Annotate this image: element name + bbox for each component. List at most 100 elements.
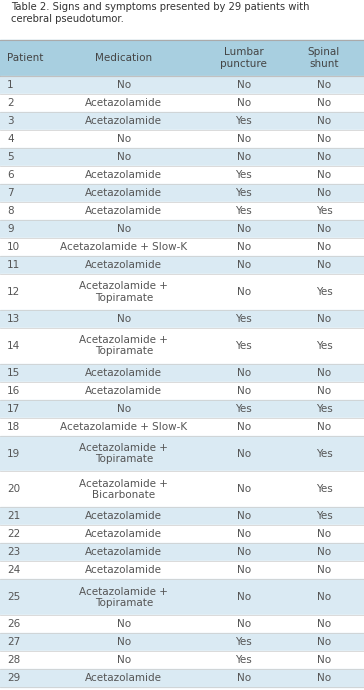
Text: No: No <box>317 188 331 198</box>
Text: No: No <box>117 656 131 665</box>
Text: 15: 15 <box>7 368 20 377</box>
Text: No: No <box>237 241 251 252</box>
Text: 25: 25 <box>7 592 20 602</box>
Text: Acetazolamide: Acetazolamide <box>85 116 162 126</box>
Text: Yes: Yes <box>236 206 252 216</box>
Text: Acetazolamide: Acetazolamide <box>85 368 162 377</box>
Text: 4: 4 <box>7 134 14 144</box>
Text: No: No <box>317 386 331 395</box>
Text: No: No <box>117 620 131 629</box>
Text: No: No <box>237 529 251 540</box>
Text: 28: 28 <box>7 656 20 665</box>
Text: Yes: Yes <box>316 511 332 522</box>
Text: Yes: Yes <box>316 287 332 297</box>
Text: No: No <box>237 448 251 459</box>
Text: 3: 3 <box>7 116 14 126</box>
Text: Yes: Yes <box>236 404 252 413</box>
Text: Acetazolamide: Acetazolamide <box>85 98 162 108</box>
Text: No: No <box>237 511 251 522</box>
Text: Yes: Yes <box>236 638 252 647</box>
Text: No: No <box>117 134 131 144</box>
Text: Yes: Yes <box>236 188 252 198</box>
Text: No: No <box>237 386 251 395</box>
Text: 9: 9 <box>7 224 14 234</box>
Text: 18: 18 <box>7 422 20 431</box>
Bar <box>0 633 364 651</box>
Text: No: No <box>237 592 251 602</box>
Text: No: No <box>317 116 331 126</box>
Text: 17: 17 <box>7 404 20 413</box>
Bar <box>0 382 364 400</box>
Text: Table 2. Signs and symptoms presented by 29 patients with
cerebral pseudotumor.: Table 2. Signs and symptoms presented by… <box>11 2 309 23</box>
Text: 13: 13 <box>7 314 20 324</box>
Text: No: No <box>317 224 331 234</box>
Text: No: No <box>317 259 331 270</box>
Text: Medication: Medication <box>95 53 152 63</box>
Text: No: No <box>317 673 331 683</box>
Bar <box>0 274 364 310</box>
Text: No: No <box>117 80 131 90</box>
Text: Yes: Yes <box>236 656 252 665</box>
Text: 21: 21 <box>7 511 20 522</box>
Bar <box>0 435 364 471</box>
Text: No: No <box>317 80 331 90</box>
Text: No: No <box>237 134 251 144</box>
Text: No: No <box>317 134 331 144</box>
Bar <box>0 220 364 238</box>
Bar <box>0 562 364 580</box>
Text: No: No <box>317 152 331 162</box>
Text: Acetazolamide +
Bicarbonate: Acetazolamide + Bicarbonate <box>79 479 168 500</box>
Bar <box>0 615 364 633</box>
Text: No: No <box>317 529 331 540</box>
Bar <box>0 256 364 274</box>
Bar <box>0 651 364 669</box>
Text: 5: 5 <box>7 152 14 162</box>
Text: 19: 19 <box>7 448 20 459</box>
Text: Spinal
shunt: Spinal shunt <box>308 47 340 69</box>
Bar <box>0 40 364 76</box>
Text: Acetazolamide: Acetazolamide <box>85 673 162 683</box>
Text: Yes: Yes <box>316 341 332 351</box>
Text: No: No <box>237 259 251 270</box>
Text: 27: 27 <box>7 638 20 647</box>
Text: Acetazolamide +
Topiramate: Acetazolamide + Topiramate <box>79 443 168 464</box>
Text: Acetazolamide + Slow-K: Acetazolamide + Slow-K <box>60 422 187 431</box>
Text: 6: 6 <box>7 170 14 180</box>
Text: No: No <box>237 565 251 575</box>
Text: 7: 7 <box>7 188 14 198</box>
Text: No: No <box>237 98 251 108</box>
Bar <box>0 201 364 220</box>
Text: No: No <box>237 152 251 162</box>
Text: 11: 11 <box>7 259 20 270</box>
Bar <box>0 544 364 562</box>
Text: Yes: Yes <box>236 341 252 351</box>
Bar <box>0 112 364 130</box>
Text: No: No <box>117 314 131 324</box>
Bar <box>0 148 364 166</box>
Text: 22: 22 <box>7 529 20 540</box>
Text: Acetazolamide: Acetazolamide <box>85 386 162 395</box>
Bar <box>0 76 364 94</box>
Text: Acetazolamide: Acetazolamide <box>85 188 162 198</box>
Text: Acetazolamide +
Topiramate: Acetazolamide + Topiramate <box>79 281 168 302</box>
Text: Acetazolamide: Acetazolamide <box>85 511 162 522</box>
Text: Acetazolamide: Acetazolamide <box>85 529 162 540</box>
Text: Acetazolamide: Acetazolamide <box>85 206 162 216</box>
Text: No: No <box>117 638 131 647</box>
Text: No: No <box>237 547 251 558</box>
Text: No: No <box>317 656 331 665</box>
Text: No: No <box>317 368 331 377</box>
Bar <box>0 94 364 112</box>
Bar <box>0 400 364 417</box>
Bar <box>0 310 364 328</box>
Bar <box>0 130 364 148</box>
Text: Yes: Yes <box>236 116 252 126</box>
Text: No: No <box>237 484 251 495</box>
Text: No: No <box>317 422 331 431</box>
Text: 8: 8 <box>7 206 14 216</box>
Text: Yes: Yes <box>236 314 252 324</box>
Text: No: No <box>317 170 331 180</box>
Text: Acetazolamide: Acetazolamide <box>85 259 162 270</box>
Text: No: No <box>317 592 331 602</box>
Text: Acetazolamide: Acetazolamide <box>85 547 162 558</box>
